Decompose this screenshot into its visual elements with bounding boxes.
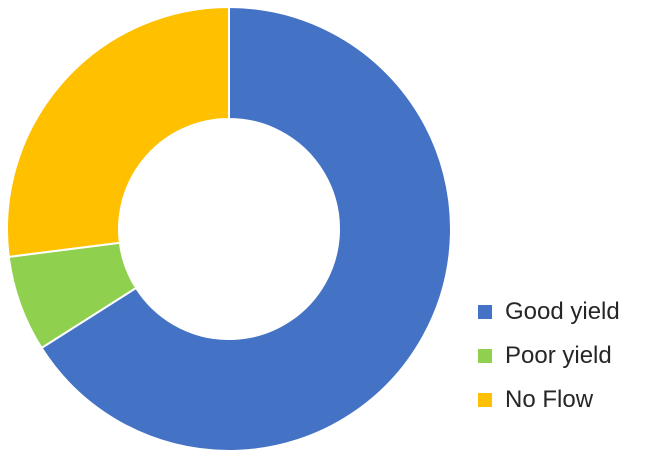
slice-good-yield [40,5,452,452]
legend-item-poor-yield: Poor yield [478,334,620,378]
legend-label-good-yield: Good yield [505,298,620,325]
legend-swatch-good-yield [478,305,492,319]
legend-label-no-flow: No Flow [505,386,594,413]
legend-swatch-no-flow [478,393,492,407]
legend: Good yield Poor yield No Flow [478,290,620,422]
donut-slices [6,5,452,452]
legend-item-good-yield: Good yield [478,290,620,334]
legend-swatch-poor-yield [478,349,492,363]
legend-label-poor-yield: Poor yield [505,342,612,369]
slice-no-flow [6,5,230,258]
legend-item-no-flow: No Flow [478,378,620,422]
